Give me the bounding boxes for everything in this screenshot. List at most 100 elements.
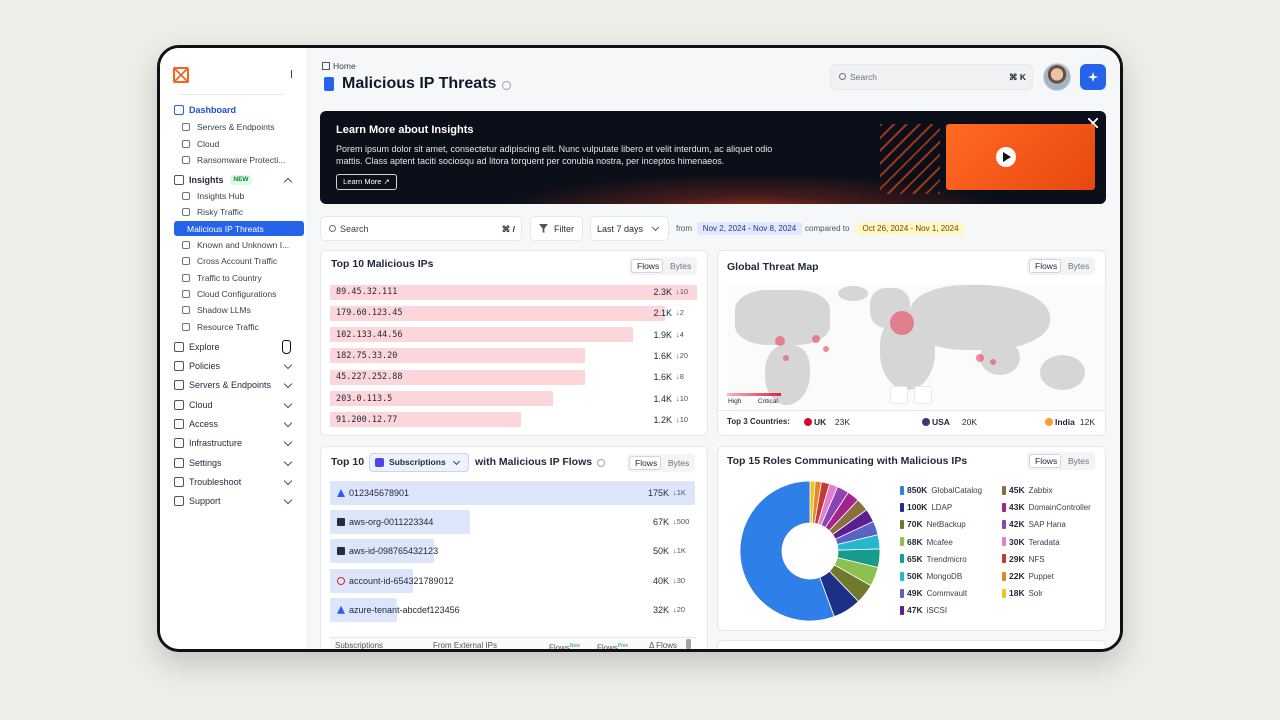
legend-value: 100K [907,502,928,513]
legend-entry[interactable]: 29K NFS [1009,552,1045,566]
nav-icon [182,208,190,217]
nav-item[interactable]: Cloud [189,400,213,410]
label: from [676,224,692,233]
legend-entry[interactable]: 30K Teradata [1009,535,1060,549]
nav-subitem[interactable]: Traffic to Country [197,272,262,283]
toggle-option[interactable]: Bytes [1068,261,1090,271]
bar[interactable] [330,412,522,428]
search-box[interactable] [830,64,1033,90]
range-dropdown[interactable] [590,216,669,241]
nav-icon [174,400,184,410]
date-chip[interactable]: Nov 2, 2024 - Nov 8, 2024 [697,222,802,235]
legend-entry[interactable]: 22K Puppet [1009,569,1054,583]
nav-subitem[interactable]: Ransomware Protecti... [197,155,286,166]
close-icon[interactable] [1088,118,1098,128]
nav-item[interactable]: Troubleshoot [189,477,242,487]
nav-subitem[interactable]: Cloud [197,138,220,149]
column-header: FlowsNow [549,643,580,652]
nav-subitem[interactable]: Malicious IP Threats [187,223,264,234]
bar[interactable] [330,510,470,535]
panel-title: Global Threat Map [727,261,819,273]
nav-item[interactable]: Settings [189,458,222,468]
threat-bubble [775,336,785,346]
nav-subitem[interactable]: Shadow LLMs [197,305,251,316]
legend-entry[interactable]: 68K Mcafee [907,535,953,549]
nav-item[interactable]: Insights [189,175,224,185]
nav-subitem[interactable]: Cross Account Traffic [197,256,278,267]
bar[interactable] [330,369,586,385]
bar[interactable] [330,539,435,564]
cursor [282,340,291,354]
value: 67K [652,517,669,528]
legend-entry[interactable]: 850K GlobalCatalog [907,483,982,497]
toggle-active[interactable] [631,259,663,273]
avatar[interactable] [1043,63,1071,91]
toggle-active[interactable] [1029,259,1061,273]
nav-item[interactable]: Servers & Endpoints [189,380,272,390]
nav-icon [182,139,190,148]
shortcut: ⌘ K [1009,72,1026,82]
nav-subitem[interactable]: Insights Hub [197,191,245,201]
date-chip[interactable]: Oct 26, 2024 - Nov 1, 2024 [857,222,964,235]
nav-subitem[interactable]: Known and Unknown I... [197,240,290,251]
legend-entry[interactable]: 42K SAP Hana [1009,517,1066,531]
nav-item[interactable]: Policies [189,361,221,371]
info-icon [597,459,605,467]
title-icon [324,77,334,91]
ip-address: 182.75.33.20 [336,350,398,361]
zoom-button[interactable] [914,386,932,404]
nav-item[interactable]: Explore [189,342,220,352]
legend-entry[interactable]: 47K iSCSI [907,603,947,617]
zoom-button[interactable] [890,386,908,404]
banner-button[interactable]: Learn More ↗ [336,174,397,190]
column-superscript: Now [569,643,580,649]
nav-item[interactable]: Infrastructure [189,438,243,448]
toggle-option[interactable]: Bytes [670,261,692,271]
nav-subitem[interactable]: Risky Traffic [197,207,244,218]
donut-slice[interactable] [739,480,835,622]
nav-icon [182,306,190,315]
divider [180,94,283,95]
bar[interactable] [330,284,697,300]
toggle-active[interactable] [629,456,661,470]
land [838,286,868,301]
toggle-option[interactable]: Bytes [1068,456,1090,466]
home-icon [322,62,330,70]
bar[interactable] [330,327,634,343]
breadcrumb[interactable]: Home [333,61,356,71]
legend-entry[interactable]: 50K MongoDB [907,569,962,583]
legend-entry[interactable]: 70K NetBackup [907,517,966,531]
toggle-option: Flows [1035,261,1058,271]
nav-item[interactable]: Access [189,419,219,429]
legend-entry[interactable]: 65K Trendmicro [907,552,967,566]
legend-entry[interactable]: 49K Commvault [907,586,967,600]
bar[interactable] [330,348,586,364]
legend-entry[interactable]: 18K Solr [1009,586,1043,600]
nav-subitem[interactable]: Servers & Endpoints [197,122,275,132]
toggle-active[interactable] [1029,454,1061,468]
subscription-name: 012345678901 [349,488,410,498]
bar[interactable] [330,391,554,406]
bar[interactable] [330,305,666,321]
nav-icon [174,458,184,468]
toggle-option: Flows [1035,456,1058,466]
filter-button[interactable] [530,216,583,241]
bar[interactable] [330,481,695,505]
nav-item[interactable]: Dashboard [189,105,237,115]
nav-subitem[interactable]: Resource Traffic [197,321,259,332]
legend-entry[interactable]: 100K LDAP [907,500,952,514]
legend-entry[interactable]: 43K DomainController [1009,500,1091,514]
nav-subitem[interactable]: Cloud Configurations [197,289,277,300]
toggle-option[interactable]: Bytes [668,458,690,468]
change: ↓10 [676,393,689,403]
dropdown[interactable] [369,453,469,472]
nav-item[interactable]: Support [189,496,221,506]
subscription-name: account-id-654321789012 [349,575,454,586]
search-input[interactable] [320,216,522,241]
legend-swatch [1002,519,1006,529]
panel-title: Top 10 Malicious IPs [331,258,434,270]
legend-swatch [1002,537,1006,547]
collapse-icon[interactable] [282,70,292,78]
value: 40K [652,575,669,586]
legend-entry[interactable]: 45K Zabbix [1009,483,1053,497]
